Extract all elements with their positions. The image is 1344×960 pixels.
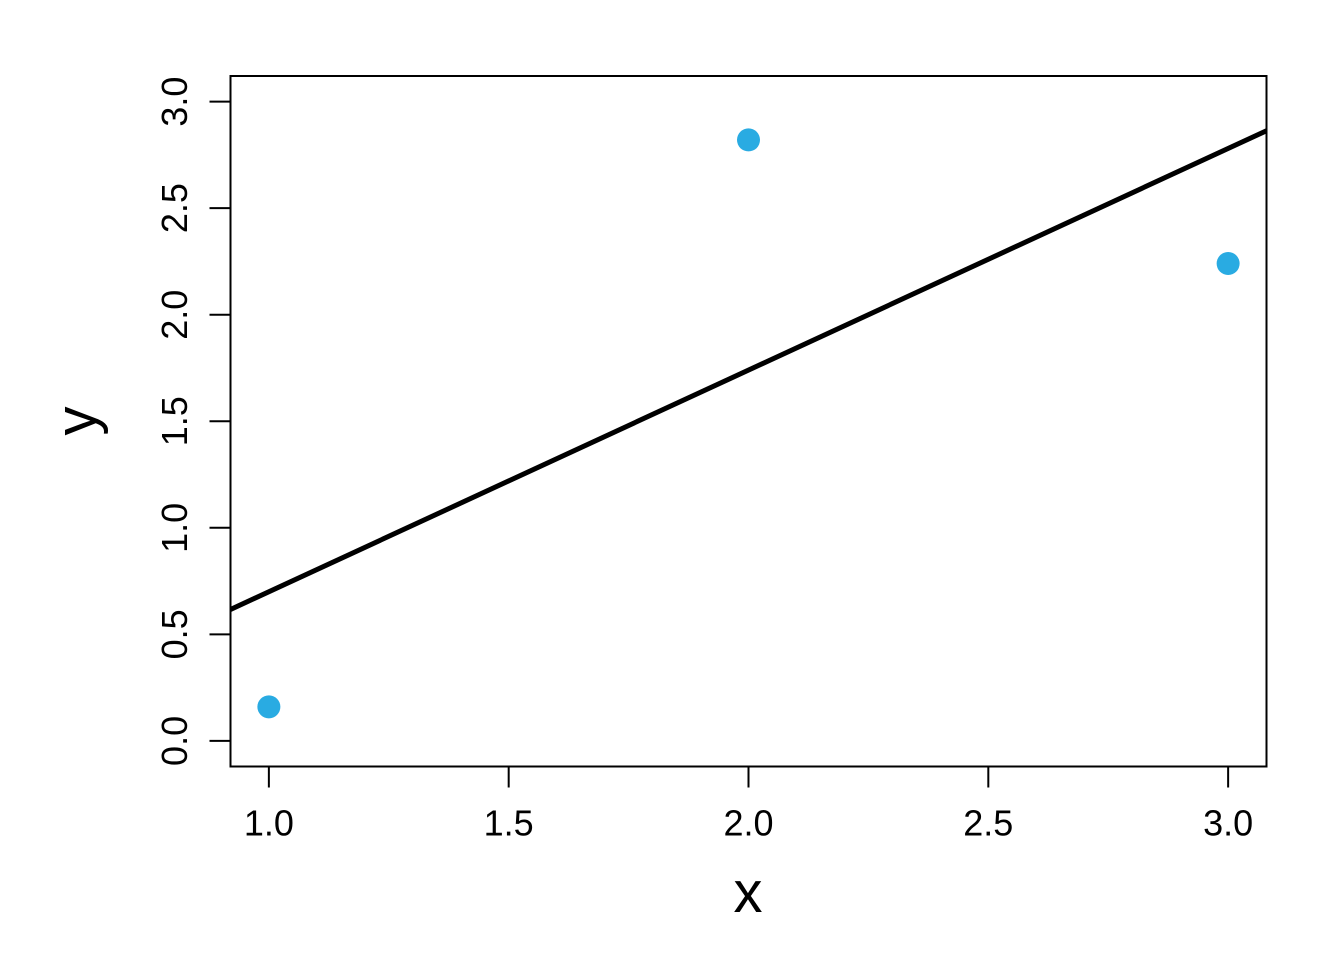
y-axis-title: y <box>44 407 109 436</box>
data-point <box>737 128 760 152</box>
y-tick-label: 2.0 <box>154 290 195 340</box>
y-tick-label: 3.0 <box>154 77 195 127</box>
x-tick-label: 1.0 <box>244 803 294 844</box>
data-point <box>1216 252 1240 276</box>
x-tick-label: 2.0 <box>723 803 773 844</box>
y-tick-label: 0.5 <box>154 609 195 659</box>
x-tick-label: 3.0 <box>1203 803 1253 844</box>
plot-layer: 1.0 1.5 2.0 2.5 3.0 0.0 0.5 1.0 1.5 2.0 2.5 3.0 <box>154 75 1268 844</box>
y-tick-label: 0.0 <box>154 716 195 766</box>
y-tick-label: 2.5 <box>154 183 195 233</box>
plot-box <box>229 75 1268 768</box>
data-point <box>257 695 281 719</box>
y-tick-label: 1.5 <box>154 396 195 446</box>
x-tick-label: 1.5 <box>484 803 534 844</box>
y-tick-label: 1.0 <box>154 503 195 553</box>
x-tick-label: 2.5 <box>963 803 1013 844</box>
x-axis-title: x <box>734 860 763 925</box>
regression-line <box>229 128 1268 612</box>
